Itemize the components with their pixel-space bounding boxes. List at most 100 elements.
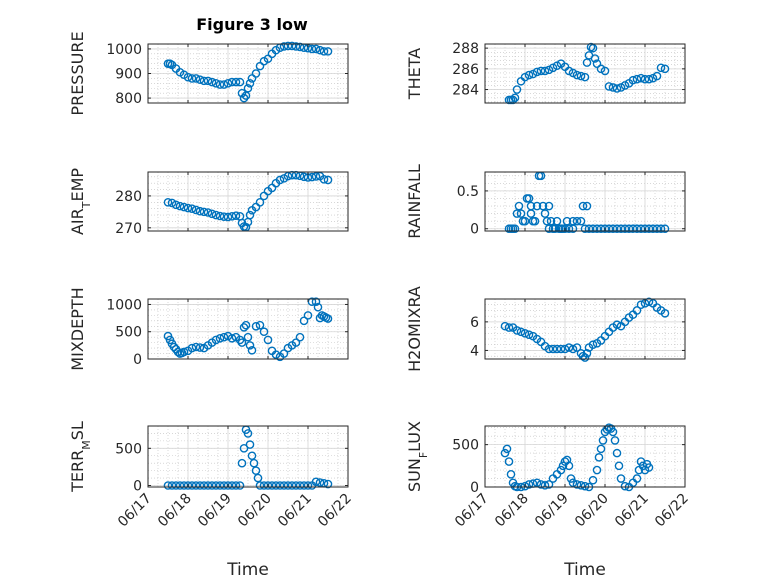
data-point xyxy=(291,481,301,490)
data-point xyxy=(504,323,514,332)
data-point xyxy=(632,474,642,483)
data-point xyxy=(299,316,309,326)
data-point xyxy=(562,216,572,226)
y-tick-label: 0 xyxy=(133,479,142,495)
y-tick-label: 500 xyxy=(115,325,142,341)
data-point xyxy=(263,335,273,345)
data-point xyxy=(203,208,213,217)
data-point xyxy=(628,75,638,85)
data-point xyxy=(530,216,540,226)
data-point xyxy=(656,224,666,234)
data-point xyxy=(239,444,249,453)
data-point xyxy=(171,200,181,210)
data-point xyxy=(311,477,321,487)
data-point xyxy=(271,481,281,490)
data-point xyxy=(614,461,624,471)
data-point xyxy=(640,224,650,234)
data-point xyxy=(536,480,546,489)
axes-box xyxy=(484,425,686,488)
data-point xyxy=(610,436,620,445)
data-point xyxy=(532,67,542,77)
data-point xyxy=(544,480,554,489)
data-point xyxy=(568,478,578,488)
subplot-terr-msl: 0 500 06/17 06/18 06/19 06/20 06/21 06/22 Time TE… xyxy=(68,421,355,580)
data-point xyxy=(231,77,241,87)
data-point xyxy=(516,327,526,337)
data-point xyxy=(253,473,263,483)
data-point xyxy=(572,343,582,352)
data-point xyxy=(195,75,205,84)
data-point xyxy=(612,320,622,330)
data-point xyxy=(249,458,259,468)
data-point xyxy=(171,481,181,490)
data-point xyxy=(556,465,566,475)
data-point xyxy=(580,72,590,82)
axes-box xyxy=(484,171,686,232)
data-point xyxy=(624,224,634,234)
data-point xyxy=(588,43,598,53)
data-point xyxy=(195,206,205,216)
data-point xyxy=(303,481,313,490)
data-point xyxy=(231,481,241,490)
data-point xyxy=(644,74,654,84)
data-point xyxy=(283,481,293,490)
data-point xyxy=(207,77,217,87)
data-point xyxy=(245,79,255,88)
data-point xyxy=(612,448,622,458)
data-point xyxy=(251,321,261,331)
data-point xyxy=(319,175,329,184)
data-point xyxy=(576,216,586,226)
data-point xyxy=(291,42,301,51)
data-point xyxy=(243,429,253,438)
data-point xyxy=(588,475,598,485)
data-point xyxy=(259,327,269,337)
data-point xyxy=(636,300,646,310)
data-point xyxy=(644,463,654,472)
data-point xyxy=(638,461,648,471)
y-tick-label: 1000 xyxy=(106,297,142,313)
data-point xyxy=(219,332,229,342)
data-point xyxy=(275,481,285,490)
y-axis-label: MIXDEPTH xyxy=(68,287,87,370)
data-point xyxy=(275,175,285,185)
data-point xyxy=(245,210,255,220)
y-axis-label: SUNFLUX xyxy=(405,421,430,492)
data-point xyxy=(538,201,548,211)
data-point xyxy=(616,474,626,483)
data-point xyxy=(632,306,642,315)
data-point xyxy=(173,347,183,357)
data-point xyxy=(311,172,321,181)
data-point xyxy=(620,224,630,234)
data-point xyxy=(215,211,225,221)
data-point xyxy=(183,72,193,82)
data-point xyxy=(648,224,658,234)
data-point xyxy=(299,172,309,182)
data-point xyxy=(660,64,670,74)
data-point xyxy=(179,202,189,212)
data-point xyxy=(600,66,610,76)
data-point xyxy=(179,347,189,357)
data-point xyxy=(598,436,608,445)
y-axis-label: THETA xyxy=(405,48,424,100)
data-point xyxy=(546,216,556,226)
data-point xyxy=(564,461,574,471)
data-point xyxy=(163,197,173,207)
data-point xyxy=(532,201,542,211)
x-tick-label: 06/17 xyxy=(115,491,155,531)
data-point xyxy=(512,326,522,335)
data-point xyxy=(183,203,193,213)
y-tick-label: 6 xyxy=(470,315,479,331)
data-point xyxy=(520,328,530,338)
data-point xyxy=(608,83,618,92)
x-tick-label: 06/18 xyxy=(492,491,532,531)
data-point xyxy=(540,209,550,218)
data-point xyxy=(608,224,618,234)
data-point xyxy=(247,451,257,461)
figure-title: Figure 3 low xyxy=(196,15,308,34)
data-point xyxy=(540,481,550,490)
data-point xyxy=(516,209,526,218)
data-point xyxy=(524,194,534,203)
data-point xyxy=(167,198,177,208)
data-point xyxy=(568,224,578,234)
data-point xyxy=(323,479,333,489)
